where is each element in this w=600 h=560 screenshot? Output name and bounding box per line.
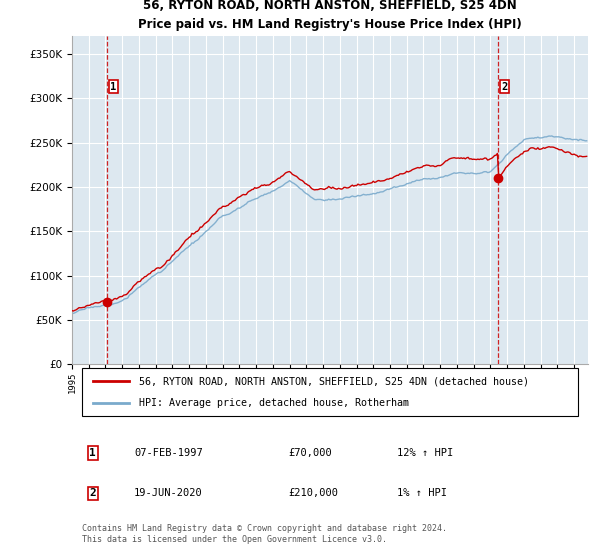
Text: 07-FEB-1997: 07-FEB-1997	[134, 448, 203, 458]
Title: 56, RYTON ROAD, NORTH ANSTON, SHEFFIELD, S25 4DN
Price paid vs. HM Land Registry: 56, RYTON ROAD, NORTH ANSTON, SHEFFIELD,…	[138, 0, 522, 31]
Text: 2: 2	[89, 488, 96, 498]
Text: 1: 1	[89, 448, 96, 458]
Text: 56, RYTON ROAD, NORTH ANSTON, SHEFFIELD, S25 4DN (detached house): 56, RYTON ROAD, NORTH ANSTON, SHEFFIELD,…	[139, 376, 529, 386]
Text: £210,000: £210,000	[289, 488, 339, 498]
Text: Contains HM Land Registry data © Crown copyright and database right 2024.
This d: Contains HM Land Registry data © Crown c…	[82, 524, 448, 544]
Text: 1: 1	[110, 82, 116, 92]
Text: 12% ↑ HPI: 12% ↑ HPI	[397, 448, 454, 458]
FancyBboxPatch shape	[82, 368, 578, 416]
Text: 2: 2	[502, 82, 508, 92]
Text: 19-JUN-2020: 19-JUN-2020	[134, 488, 203, 498]
Text: £70,000: £70,000	[289, 448, 332, 458]
Text: 1% ↑ HPI: 1% ↑ HPI	[397, 488, 447, 498]
Text: HPI: Average price, detached house, Rotherham: HPI: Average price, detached house, Roth…	[139, 398, 409, 408]
